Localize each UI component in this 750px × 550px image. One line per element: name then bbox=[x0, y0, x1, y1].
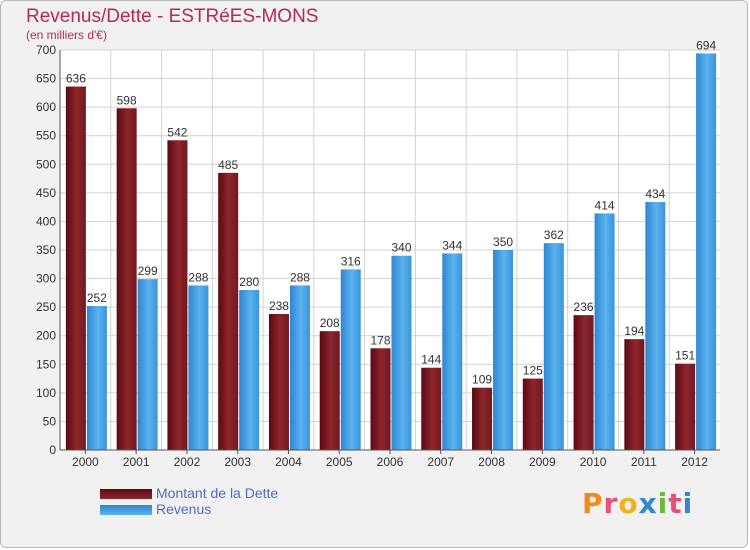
bar-revenue bbox=[493, 250, 514, 450]
bar-revenue bbox=[340, 269, 361, 450]
data-label-debt: 144 bbox=[421, 353, 441, 367]
bar-debt bbox=[472, 387, 493, 450]
y-tick-label: 400 bbox=[36, 214, 56, 228]
data-label-debt: 109 bbox=[472, 373, 492, 387]
bar-debt bbox=[116, 108, 137, 451]
data-label-debt: 598 bbox=[117, 93, 137, 107]
bar-debt bbox=[218, 172, 239, 450]
x-tick-label: 2004 bbox=[275, 455, 302, 469]
data-label-revenue: 340 bbox=[391, 241, 411, 255]
bar-revenue bbox=[594, 213, 615, 450]
y-tick-label: 100 bbox=[36, 386, 56, 400]
data-label-revenue: 288 bbox=[290, 270, 310, 284]
bar-revenue bbox=[696, 53, 717, 451]
legend-swatch-debt bbox=[100, 489, 152, 499]
bar-revenue bbox=[391, 255, 412, 450]
data-label-revenue: 344 bbox=[442, 238, 462, 252]
data-label-debt: 125 bbox=[523, 364, 543, 378]
data-label-revenue: 316 bbox=[341, 254, 361, 268]
y-tick-label: 500 bbox=[36, 157, 56, 171]
data-label-revenue: 434 bbox=[645, 187, 665, 201]
data-label-debt: 485 bbox=[218, 158, 238, 172]
proxiti-logo: Proxiti bbox=[582, 487, 693, 520]
bar-debt bbox=[370, 348, 391, 450]
bar-debt bbox=[675, 363, 696, 450]
bar-revenue bbox=[239, 290, 260, 450]
logo-letter: i bbox=[682, 487, 694, 520]
y-tick-label: 700 bbox=[36, 43, 56, 57]
data-label-revenue: 288 bbox=[188, 270, 208, 284]
y-tick-label: 450 bbox=[36, 186, 56, 200]
bar-debt bbox=[268, 314, 289, 450]
x-tick-label: 2011 bbox=[631, 455, 657, 469]
bar-revenue bbox=[645, 202, 666, 450]
data-label-debt: 178 bbox=[370, 333, 390, 347]
logo-letter: i bbox=[657, 487, 669, 520]
chart-subtitle: (en milliers d'€) bbox=[26, 28, 107, 42]
x-tick-label: 2003 bbox=[224, 455, 251, 469]
data-label-revenue: 299 bbox=[138, 264, 158, 278]
logo-letter: t bbox=[668, 487, 683, 520]
data-label-revenue: 350 bbox=[493, 235, 513, 249]
y-tick-label: 600 bbox=[36, 100, 56, 114]
logo-letter: r bbox=[603, 487, 619, 520]
y-tick-label: 200 bbox=[36, 329, 56, 343]
bar-debt bbox=[573, 315, 594, 450]
bar-debt bbox=[319, 331, 340, 450]
x-tick-label: 2010 bbox=[580, 455, 607, 469]
bar-debt bbox=[522, 378, 543, 450]
data-label-debt: 151 bbox=[675, 349, 695, 363]
bar-revenue bbox=[137, 279, 158, 450]
y-tick-label: 650 bbox=[36, 72, 56, 86]
data-label-debt: 238 bbox=[269, 299, 289, 313]
data-label-debt: 208 bbox=[320, 316, 340, 330]
bar-debt bbox=[65, 86, 86, 451]
x-tick-label: 2012 bbox=[681, 455, 708, 469]
y-tick-label: 50 bbox=[43, 414, 57, 428]
bar-revenue bbox=[86, 306, 107, 450]
bar-revenue bbox=[188, 285, 209, 450]
x-tick-label: 2006 bbox=[377, 455, 404, 469]
y-tick-label: 550 bbox=[36, 129, 56, 143]
data-label-revenue: 280 bbox=[239, 275, 259, 289]
logo-letter: x bbox=[638, 487, 658, 520]
x-tick-label: 2007 bbox=[427, 455, 454, 469]
bar-revenue bbox=[442, 253, 463, 450]
data-label-debt: 636 bbox=[66, 72, 86, 86]
y-tick-label: 300 bbox=[36, 272, 56, 286]
data-label-revenue: 362 bbox=[544, 228, 564, 242]
chart-title: Revenus/Dette - ESTRéES-MONS bbox=[26, 6, 319, 27]
x-tick-label: 2008 bbox=[478, 455, 505, 469]
legend-swatch-revenue bbox=[100, 505, 152, 515]
logo-letter: P bbox=[582, 487, 604, 520]
bar-revenue bbox=[543, 243, 564, 450]
x-tick-label: 2000 bbox=[72, 455, 99, 469]
y-tick-label: 250 bbox=[36, 300, 56, 314]
bar-debt bbox=[167, 140, 188, 451]
bar-debt bbox=[624, 339, 645, 450]
y-tick-label: 150 bbox=[36, 357, 56, 371]
x-tick-label: 2009 bbox=[529, 455, 556, 469]
data-label-revenue: 694 bbox=[696, 38, 716, 52]
y-tick-label: 0 bbox=[49, 443, 56, 457]
x-tick-label: 2002 bbox=[174, 455, 201, 469]
logo-letter: o bbox=[618, 487, 639, 520]
data-label-revenue: 252 bbox=[87, 291, 107, 305]
bar-revenue bbox=[289, 285, 310, 450]
legend-label-revenue: Revenus bbox=[156, 501, 212, 517]
y-tick-label: 350 bbox=[36, 243, 56, 257]
x-tick-label: 2001 bbox=[123, 455, 150, 469]
data-label-revenue: 414 bbox=[595, 198, 615, 212]
x-tick-label: 2005 bbox=[326, 455, 353, 469]
data-label-debt: 194 bbox=[624, 324, 644, 338]
data-label-debt: 236 bbox=[574, 300, 594, 314]
legend-label-debt: Montant de la Dette bbox=[156, 485, 279, 501]
data-label-debt: 542 bbox=[167, 125, 187, 139]
bar-debt bbox=[421, 367, 442, 450]
